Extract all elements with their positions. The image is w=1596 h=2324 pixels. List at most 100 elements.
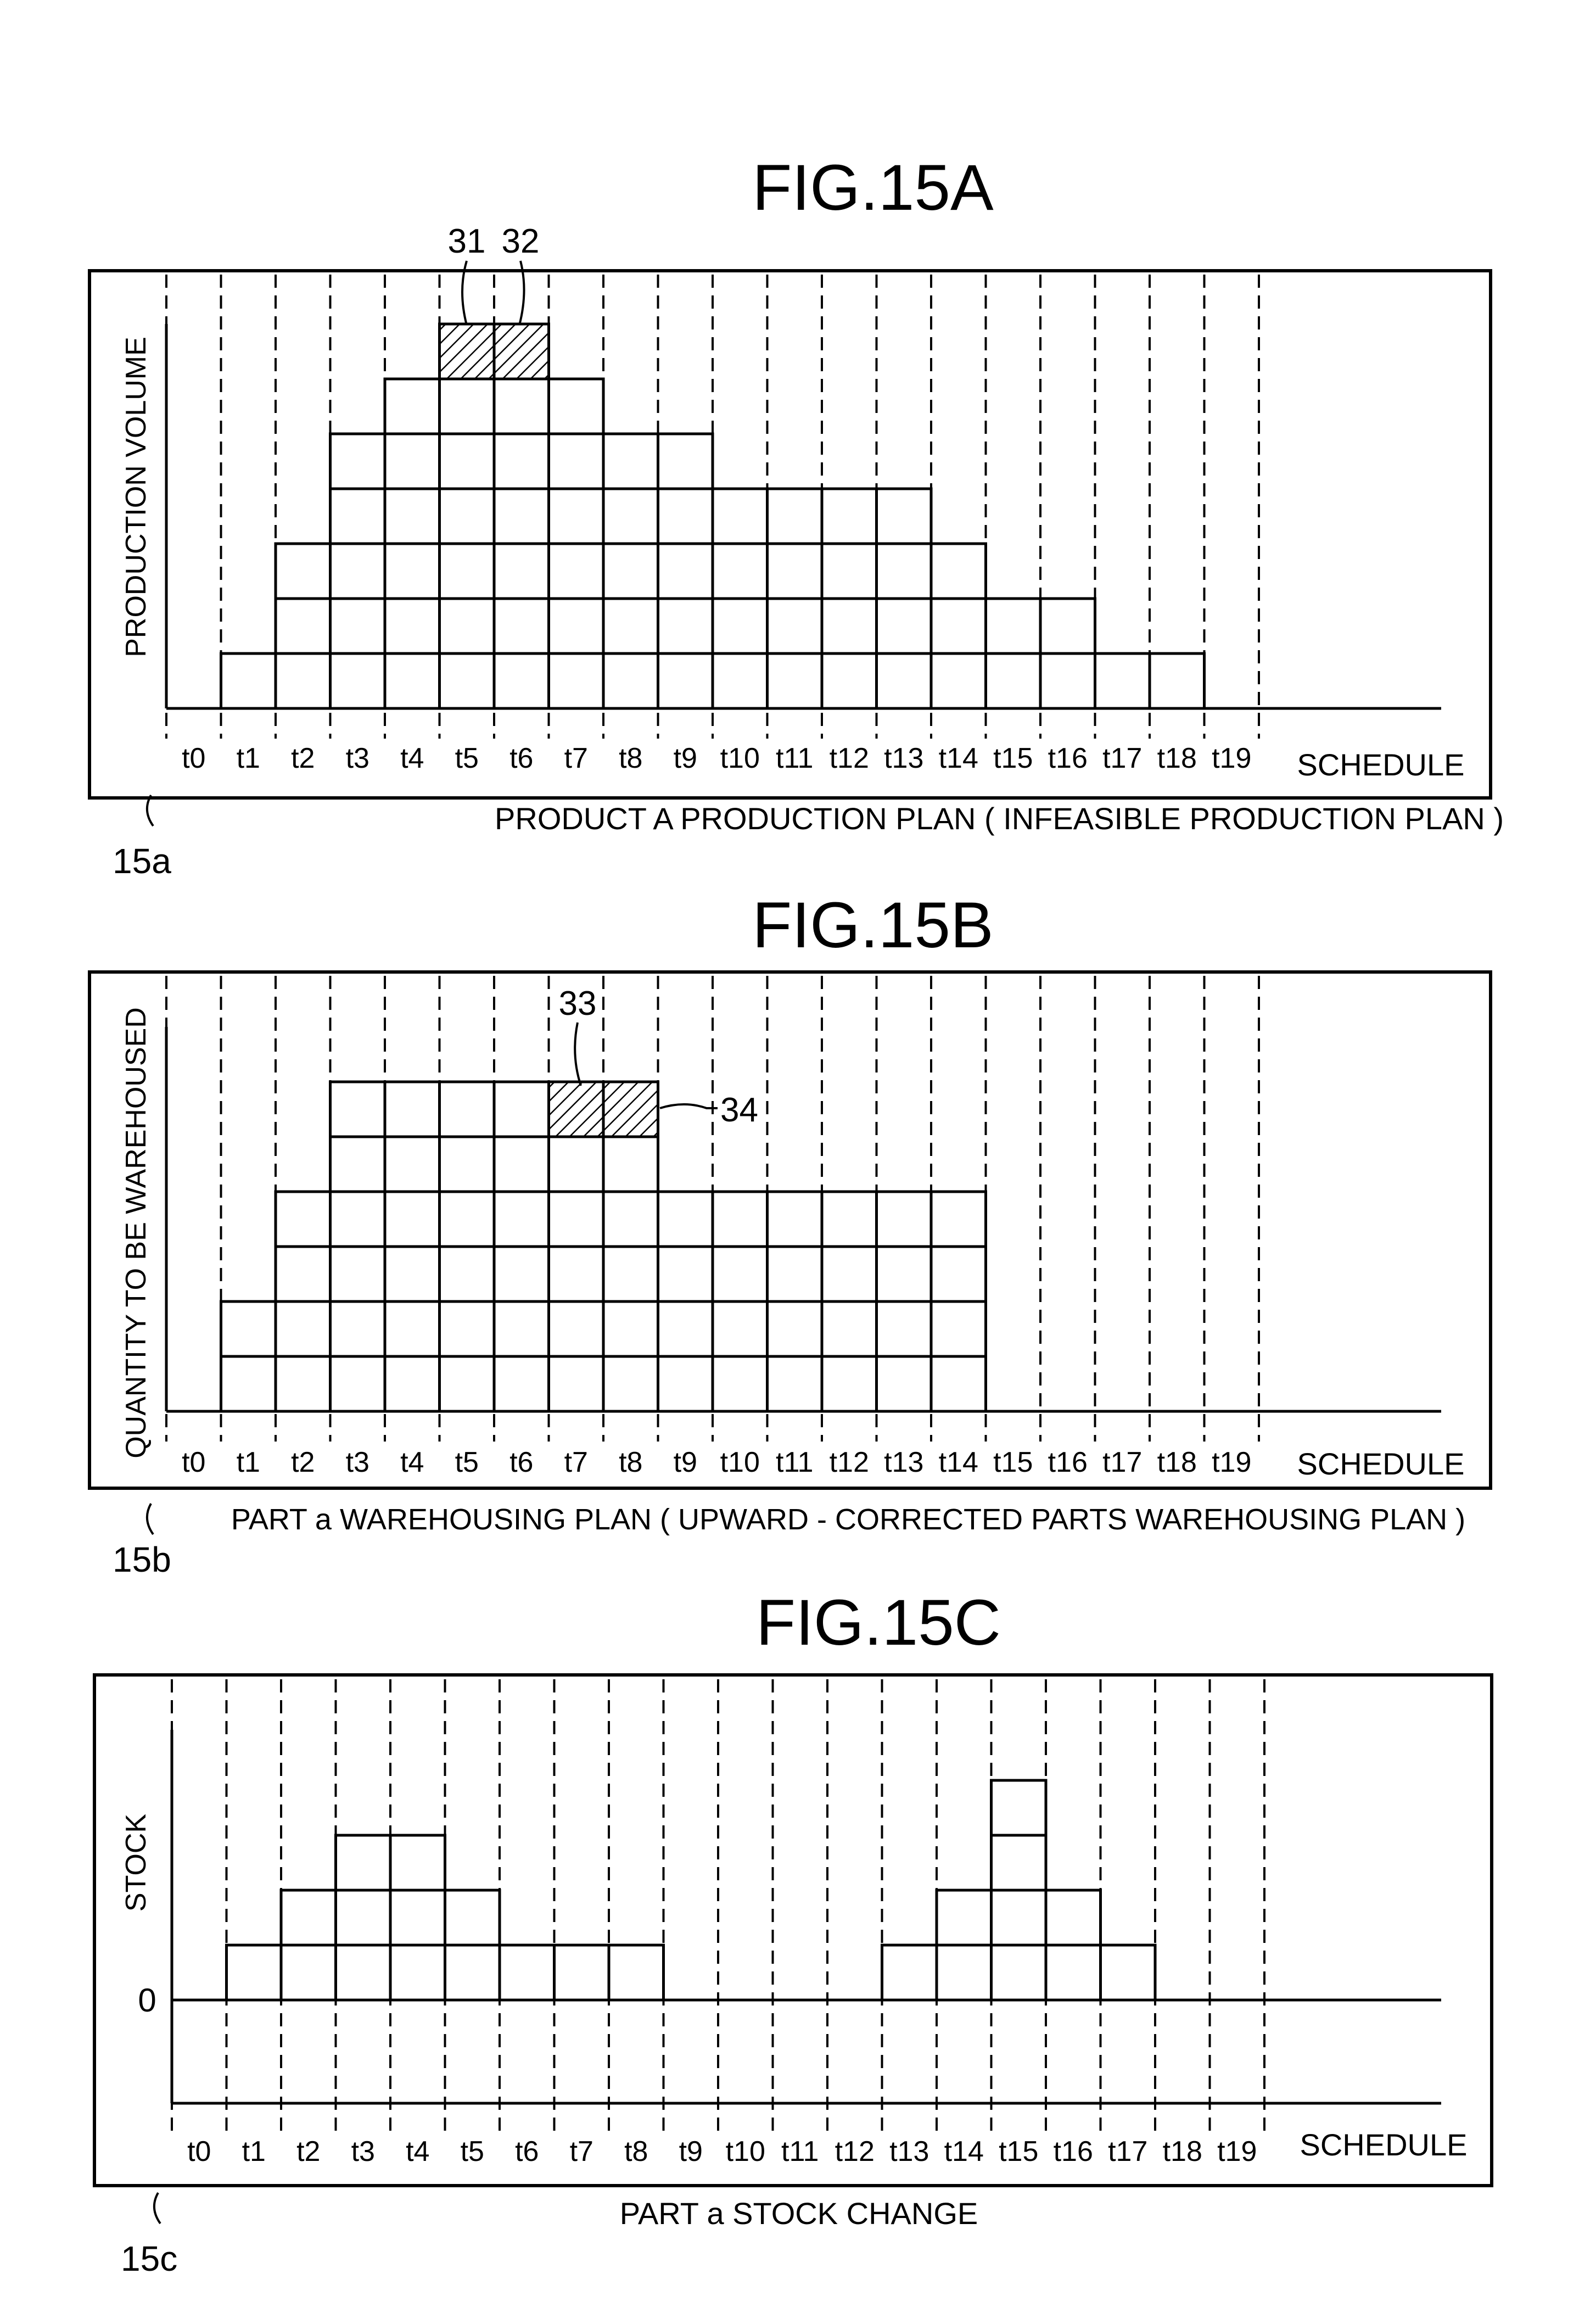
tick-label: t16: [1048, 742, 1088, 774]
bar-unit: [992, 1945, 1046, 2000]
tick-label: t19: [1212, 1446, 1251, 1478]
tick-label: t18: [1157, 742, 1197, 774]
bar-unit: [500, 1945, 555, 2000]
hatch-ref-31: 31: [448, 222, 486, 260]
bar-unit: [658, 544, 713, 599]
bar-unit: [494, 1301, 549, 1356]
bar-unit: [768, 1356, 822, 1411]
tick-label: t4: [400, 1446, 424, 1478]
x-axis-label: SCHEDULE: [1300, 2127, 1468, 2162]
tick-label: t6: [509, 1446, 533, 1478]
ref-leader: [154, 2193, 160, 2224]
reference-label: 15a: [113, 841, 171, 881]
tick-label: t14: [939, 1446, 978, 1478]
bar-unit: [331, 1247, 385, 1301]
bar-unit: [331, 1301, 385, 1356]
bar-unit: [658, 1247, 713, 1301]
panel-15c: FIG.15C t0t1t2t3t4t5t6t7t8t9t10t11t12t13…: [94, 1586, 1492, 2278]
bar-unit: [549, 1356, 604, 1411]
bar-unit: [986, 599, 1041, 653]
tick-label: t17: [1102, 742, 1142, 774]
bar-unit: [877, 1247, 932, 1301]
figure-label: FIG.15C: [756, 1586, 1001, 1659]
bar-unit: [713, 653, 768, 708]
bar-unit: [276, 653, 331, 708]
tick-label: t13: [884, 742, 923, 774]
tick-label: t1: [242, 2136, 266, 2167]
bar-unit: [440, 1192, 495, 1247]
bar-unit: [390, 1890, 445, 1945]
bar-unit: [713, 1356, 768, 1411]
hatch-ref-33: 33: [559, 985, 597, 1023]
bar-unit: [822, 653, 877, 708]
tick-label: t7: [570, 2136, 593, 2167]
tick-label: t9: [674, 742, 697, 774]
bar-unit: [281, 1945, 336, 2000]
bar-unit: [1150, 653, 1205, 708]
bar-unit: [658, 1301, 713, 1356]
bar-unit: [331, 1192, 385, 1247]
tick-label: t6: [509, 742, 533, 774]
bar-unit: [713, 1192, 768, 1247]
bar-unit: [609, 1945, 664, 2000]
bar-unit: [276, 1192, 331, 1247]
bar-unit: [877, 653, 932, 708]
bar-unit-hatched: [440, 324, 495, 379]
tick-labels: t0t1t2t3t4t5t6t7t8t9t10t11t12t13t14t15t1…: [187, 2136, 1257, 2167]
tick-label: t8: [619, 742, 642, 774]
tick-label: t19: [1217, 2136, 1257, 2167]
bar-unit: [658, 1192, 713, 1247]
tick-label: t1: [237, 742, 260, 774]
tick-label: t3: [351, 2136, 375, 2167]
bar-unit: [494, 434, 549, 489]
bar-unit: [549, 1247, 604, 1301]
bar-unit: [385, 1137, 440, 1192]
bar-unit: [931, 599, 986, 653]
bar-unit: [385, 379, 440, 434]
bar-unit: [549, 653, 604, 708]
tick-label: t5: [461, 2136, 484, 2167]
bar-unit: [768, 1192, 822, 1247]
x-axis-label: SCHEDULE: [1297, 747, 1465, 782]
bar-unit: [713, 1247, 768, 1301]
bar-unit: [336, 1835, 391, 1890]
bar-unit: [331, 1082, 385, 1137]
tick-label: t15: [993, 1446, 1033, 1478]
bar-unit: [931, 1192, 986, 1247]
bar-unit: [549, 1192, 604, 1247]
bar-unit: [713, 489, 768, 544]
bar-unit: [877, 1301, 932, 1356]
bar-unit: [1046, 1890, 1101, 1945]
tick-label: t11: [781, 2136, 819, 2167]
bar-unit: [937, 1945, 992, 2000]
bar-unit: [549, 1137, 604, 1192]
chart-title: PRODUCT A PRODUCTION PLAN ( INFEASIBLE P…: [495, 801, 1504, 836]
tick-labels: t0t1t2t3t4t5t6t7t8t9t10t11t12t13t14t15t1…: [182, 1446, 1251, 1478]
bar-unit: [385, 1356, 440, 1411]
bar-unit: [385, 544, 440, 599]
bar-unit: [331, 489, 385, 544]
bar-unit: [331, 1137, 385, 1192]
tick-label: t18: [1157, 1446, 1197, 1478]
bar-unit: [221, 1301, 276, 1356]
reference-label: 15c: [121, 2239, 177, 2278]
bar-unit: [931, 1301, 986, 1356]
bar-unit: [603, 544, 658, 599]
bar-unit: [877, 599, 932, 653]
tick-labels: t0t1t2t3t4t5t6t7t8t9t10t11t12t13t14t15t1…: [182, 742, 1251, 774]
bar-unit: [549, 599, 604, 653]
bar-unit: [603, 1247, 658, 1301]
bar-unit: [768, 489, 822, 544]
bar-unit: [986, 653, 1041, 708]
bar-unit: [822, 1192, 877, 1247]
bar-unit: [445, 1890, 500, 1945]
tick-label: t13: [889, 2136, 929, 2167]
tick-label: t2: [296, 2136, 320, 2167]
bar-unit: [281, 1890, 336, 1945]
bar-unit: [331, 653, 385, 708]
bar-unit: [331, 1356, 385, 1411]
bar-unit: [494, 489, 549, 544]
bar-unit: [822, 599, 877, 653]
bar-unit: [331, 599, 385, 653]
